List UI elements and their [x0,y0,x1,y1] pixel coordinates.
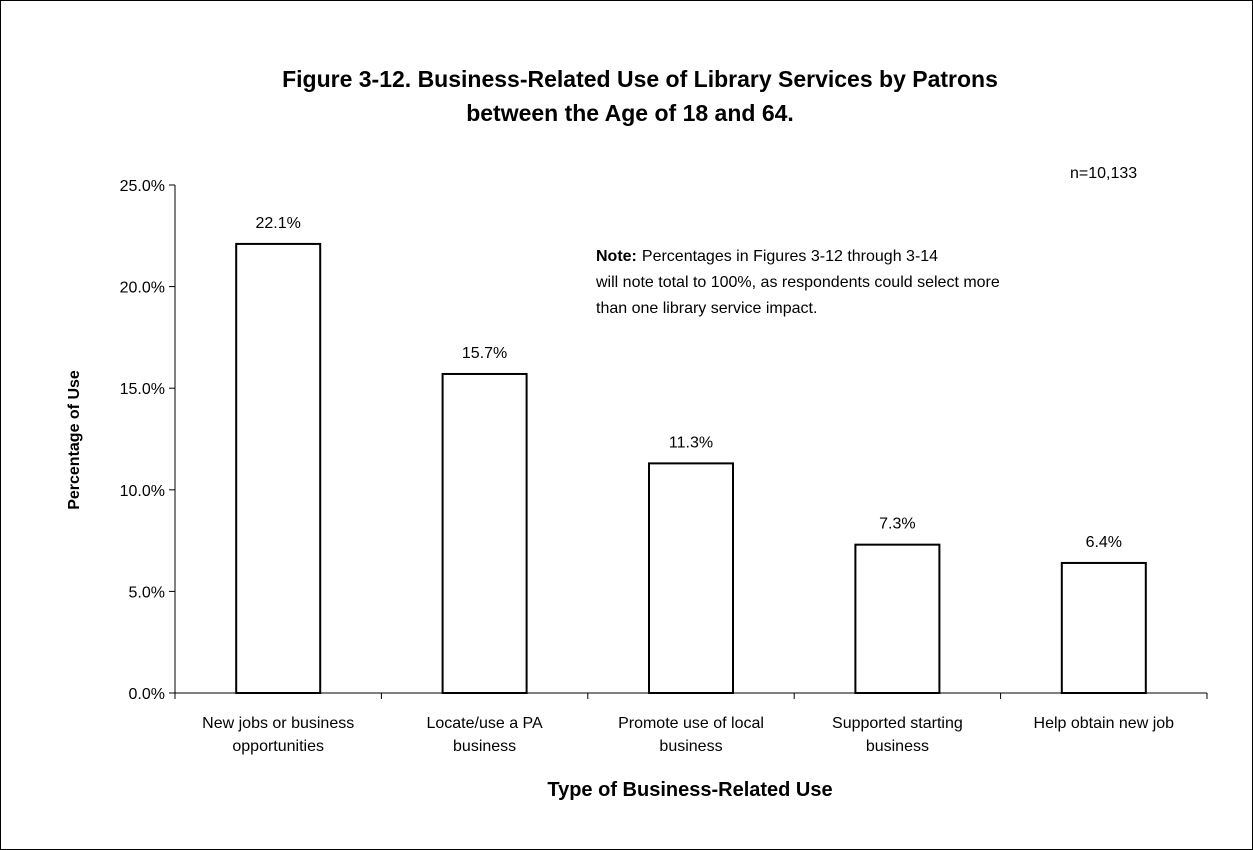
sample-size-label: n=10,133 [1070,165,1137,182]
y-tick-label: 15.0% [120,381,165,398]
note-bold-label: Note: [596,248,637,265]
x-tick-label: Locate/use a PA [426,715,543,732]
x-tick-label: opportunities [232,738,324,755]
note-line-2: will note total to 100%, as respondents … [595,274,1000,291]
note-annotation: Note: Percentages in Figures 3-12 through… [595,248,1000,317]
bars [235,242,1147,695]
chart-title-line-1: Figure 3-12. Business-Related Use of Lib… [282,66,998,92]
y-tick-label: 5.0% [129,584,165,601]
x-tick-label: business [659,738,722,755]
x-tick-label: business [453,738,516,755]
data-label: 22.1% [256,215,301,232]
note-line-1: Note: Percentages in Figures 3-12 through… [596,248,938,265]
x-tick-label: business [866,738,929,755]
data-label: 15.7% [462,345,507,362]
x-tick-labels: New jobs or business opportunities Locate/… [202,715,1174,755]
x-tick-label: New jobs or business [202,715,354,732]
y-tick-label: 10.0% [120,483,165,500]
x-tick-label: Help obtain new job [1034,715,1175,732]
y-tick-label: 0.0% [129,686,165,703]
bar [854,543,941,694]
data-label: 6.4% [1086,534,1122,551]
chart-title: Figure 3-12. Business-Related Use of Lib… [282,66,998,126]
bar [235,242,322,694]
data-label: 7.3% [879,516,915,533]
x-tick-label: Supported starting [832,715,963,732]
data-labels: 22.1% 15.7% 11.3% 7.3% 6.4% [256,215,1123,551]
x-tick-label: Promote use of local [618,715,764,732]
y-axis-title: Percentage of Use [66,370,83,510]
note-line-1-text: Percentages in Figures 3-12 through 3-14 [642,248,938,265]
note-line-3: than one library service impact. [596,300,817,317]
y-tick-label: 25.0% [120,178,165,195]
bar [441,372,528,694]
bar [1060,561,1147,695]
data-label: 11.3% [669,434,713,451]
bar [648,462,734,694]
y-tick-label: 20.0% [120,280,165,297]
x-axis-title: Type of Business-Related Use [547,779,832,801]
chart-title-line-2: between the Age of 18 and 64. [466,100,794,126]
y-axis: 0.0% 5.0% 10.0% 15.0% 20.0% 25.0% [120,178,176,703]
